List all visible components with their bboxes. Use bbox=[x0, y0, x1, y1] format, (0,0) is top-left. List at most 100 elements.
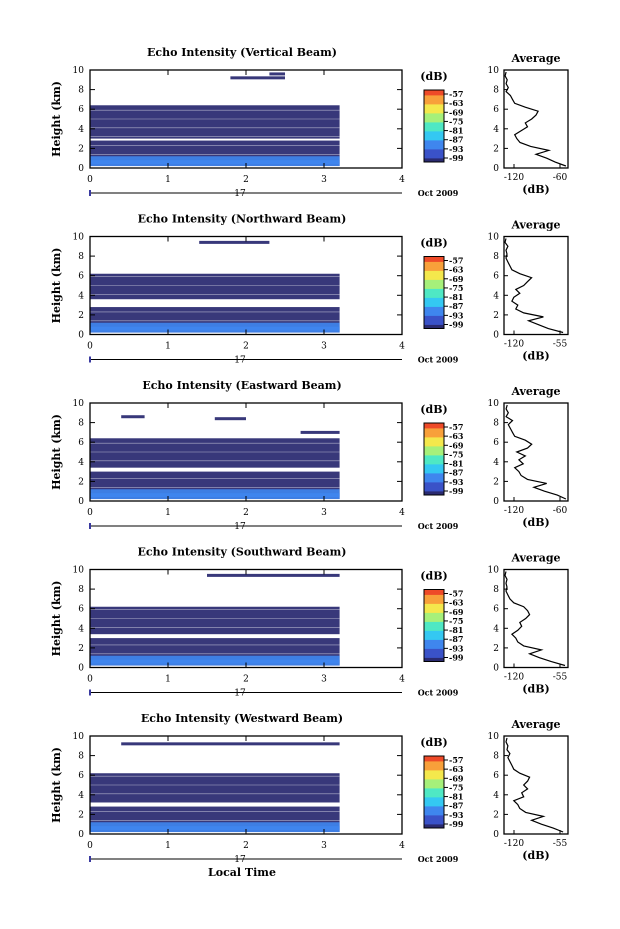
colorbar-cell bbox=[424, 131, 444, 134]
avg-y-tick-label: 0 bbox=[493, 164, 499, 174]
colorbar-cell bbox=[424, 308, 444, 311]
average-profile-line bbox=[505, 404, 567, 500]
avg-x-tick-label: -120 bbox=[504, 673, 524, 683]
echo-layer bbox=[90, 659, 340, 664]
panel-title: Echo Intensity (Eastward Beam) bbox=[142, 379, 341, 392]
colorbar-cell bbox=[424, 299, 444, 302]
colorbar-cell bbox=[424, 117, 444, 120]
colorbar-tick-label: -93 bbox=[449, 144, 464, 154]
panel-title: Echo Intensity (Northward Beam) bbox=[138, 213, 347, 226]
avg-y-tick-label: 2 bbox=[493, 644, 499, 654]
date-label: Oct 2009 bbox=[418, 688, 459, 698]
avg-y-tick-label: 10 bbox=[488, 399, 500, 409]
colorbar-tick-label: -87 bbox=[449, 468, 463, 478]
colorbar-cell bbox=[424, 792, 444, 795]
x-tick-label: 3 bbox=[321, 508, 327, 518]
colorbar-cell bbox=[424, 149, 444, 152]
colorbar-cell bbox=[424, 108, 444, 111]
colorbar-cell bbox=[424, 471, 444, 474]
colorbar-cell bbox=[424, 437, 444, 440]
avg-y-tick-label: 8 bbox=[493, 752, 499, 762]
noise-segment bbox=[269, 72, 285, 76]
noise-layer bbox=[90, 273, 340, 300]
colorbar-cell bbox=[424, 288, 444, 292]
colorbar-cell bbox=[424, 140, 444, 143]
colorbar-cell bbox=[424, 457, 444, 460]
y-tick-label: 8 bbox=[78, 252, 84, 262]
colorbar-tick-label: -75 bbox=[449, 116, 463, 126]
colorbar-cell bbox=[424, 441, 444, 444]
date-label: Oct 2009 bbox=[418, 188, 459, 198]
panel-title: Echo Intensity (Vertical Beam) bbox=[147, 46, 337, 59]
colorbar-cell bbox=[424, 473, 444, 476]
colorbar-cell bbox=[424, 777, 444, 780]
avg-y-tick-label: 0 bbox=[493, 830, 499, 840]
colorbar-cell bbox=[424, 602, 444, 605]
colorbar-cell bbox=[424, 260, 444, 263]
avg-y-tick-label: 2 bbox=[493, 477, 499, 487]
colorbar-cell bbox=[424, 768, 444, 771]
average-x-label: (dB) bbox=[522, 183, 549, 196]
colorbar-frame bbox=[423, 589, 445, 662]
colorbar-cell bbox=[424, 484, 444, 487]
colorbar-cell bbox=[424, 126, 444, 129]
avg-y-tick-label: 4 bbox=[493, 291, 499, 301]
colorbar-cell bbox=[424, 258, 444, 261]
x-tick-label: 4 bbox=[399, 675, 405, 685]
average-frame bbox=[503, 568, 569, 669]
avg-y-tick-label: 6 bbox=[493, 771, 499, 781]
colorbar-cell bbox=[424, 455, 444, 458]
colorbar-tick-label: -63 bbox=[449, 598, 464, 608]
average-frame bbox=[503, 402, 569, 502]
avg-y-tick-label: 10 bbox=[488, 66, 500, 76]
day-label: 17 bbox=[234, 689, 246, 699]
colorbar-cell bbox=[424, 489, 444, 492]
y-tick-label: 4 bbox=[78, 125, 84, 135]
colorbar-cell bbox=[424, 136, 444, 140]
colorbar-cell bbox=[424, 630, 444, 634]
colorbar-cell bbox=[424, 799, 444, 802]
colorbar-cell bbox=[424, 806, 444, 809]
day-label: 17 bbox=[234, 189, 246, 199]
colorbar-tick-label: -81 bbox=[449, 792, 463, 802]
colorbar-cell bbox=[424, 303, 444, 306]
x-tick-label: 2 bbox=[243, 675, 249, 685]
colorbar-tick-label: -93 bbox=[449, 477, 464, 487]
colorbar-cell bbox=[424, 285, 444, 288]
colorbar-cell bbox=[424, 477, 444, 480]
colorbar-cell bbox=[424, 657, 444, 661]
colorbar-tick-label: -99 bbox=[449, 486, 464, 496]
colorbar-cell bbox=[424, 763, 444, 766]
colorbar-cell bbox=[424, 648, 444, 652]
y-tick-label: 2 bbox=[78, 311, 84, 321]
colorbar-cell bbox=[424, 276, 444, 279]
average-profile-line bbox=[505, 737, 564, 833]
colorbar-cell bbox=[424, 287, 444, 290]
noise-layer bbox=[90, 105, 340, 139]
colorbar-cell bbox=[424, 297, 444, 301]
colorbar-cell bbox=[424, 270, 444, 274]
avg-y-tick-label: 8 bbox=[493, 252, 499, 262]
colorbar-cell bbox=[424, 448, 444, 451]
y-tick-label: 2 bbox=[78, 644, 84, 654]
colorbar-frame bbox=[423, 256, 445, 329]
x-tick-label: 0 bbox=[87, 175, 93, 185]
x-tick-label: 1 bbox=[165, 175, 171, 185]
colorbar-cell bbox=[424, 272, 444, 275]
colorbar-cell bbox=[424, 594, 444, 598]
x-tick-label: 1 bbox=[165, 675, 171, 685]
colorbar-cell bbox=[424, 426, 444, 429]
colorbar-cell bbox=[424, 256, 444, 259]
colorbar-tick-label: -69 bbox=[449, 607, 464, 617]
colorbar-cell bbox=[424, 636, 444, 639]
colorbar-tick-label: -81 bbox=[449, 126, 463, 136]
y-axis-label: Height (km) bbox=[50, 414, 63, 490]
average-title: Average bbox=[510, 552, 560, 565]
colorbar-cell bbox=[424, 104, 444, 107]
colorbar-cell bbox=[424, 305, 444, 308]
colorbar-cell bbox=[424, 600, 444, 603]
colorbar-cell bbox=[424, 129, 444, 132]
colorbar-cell bbox=[424, 652, 444, 655]
colorbar-cell bbox=[424, 274, 444, 277]
colorbar-tick-label: -81 bbox=[449, 625, 463, 635]
